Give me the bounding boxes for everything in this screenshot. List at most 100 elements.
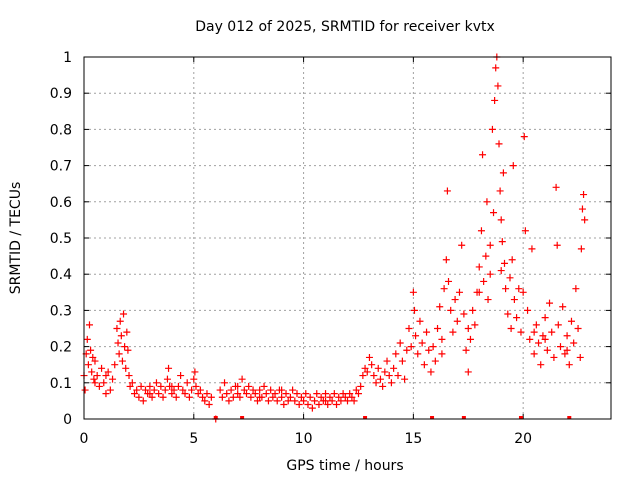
data-point bbox=[326, 393, 334, 401]
data-point bbox=[363, 368, 371, 376]
data-point bbox=[157, 382, 165, 390]
data-point bbox=[85, 321, 93, 329]
data-point bbox=[89, 353, 97, 361]
y-tick-label: 0.7 bbox=[50, 159, 72, 175]
data-point bbox=[183, 379, 191, 387]
data-point bbox=[475, 288, 483, 296]
grid bbox=[84, 57, 611, 419]
data-point bbox=[267, 386, 275, 394]
data-point bbox=[91, 379, 99, 387]
data-point bbox=[528, 245, 536, 253]
data-point bbox=[521, 227, 529, 235]
data-point bbox=[98, 364, 106, 372]
data-point bbox=[357, 382, 365, 390]
data-point bbox=[216, 386, 224, 394]
data-point bbox=[447, 306, 455, 314]
y-tick-label: 0.2 bbox=[50, 340, 72, 356]
data-point bbox=[498, 238, 506, 246]
data-point bbox=[201, 397, 209, 405]
data-point bbox=[370, 372, 378, 380]
x-tick-label: 5 bbox=[189, 431, 198, 447]
data-point bbox=[192, 382, 200, 390]
data-point bbox=[102, 372, 110, 380]
data-point bbox=[341, 393, 349, 401]
data-point bbox=[482, 252, 490, 260]
zero-marker bbox=[518, 416, 523, 419]
data-point bbox=[526, 335, 534, 343]
data-point bbox=[271, 390, 279, 398]
data-point bbox=[165, 364, 173, 372]
data-point bbox=[427, 368, 435, 376]
data-point bbox=[88, 368, 96, 376]
data-point bbox=[333, 401, 341, 409]
data-point bbox=[443, 187, 451, 195]
data-point bbox=[462, 346, 470, 354]
data-point bbox=[289, 386, 297, 394]
data-point bbox=[95, 382, 103, 390]
data-point bbox=[280, 401, 288, 409]
data-point bbox=[580, 191, 588, 199]
data-point bbox=[453, 317, 461, 325]
y-tick-label: 0.8 bbox=[50, 122, 72, 138]
data-point bbox=[330, 390, 338, 398]
data-point bbox=[91, 357, 99, 365]
y-tick-label: 1 bbox=[63, 50, 72, 66]
data-point bbox=[455, 288, 463, 296]
data-point bbox=[155, 390, 163, 398]
data-point bbox=[471, 321, 479, 329]
data-point bbox=[126, 382, 134, 390]
data-point bbox=[100, 379, 108, 387]
data-point bbox=[168, 382, 176, 390]
data-point bbox=[563, 346, 571, 354]
data-point bbox=[442, 256, 450, 264]
data-point bbox=[284, 397, 292, 405]
data-point bbox=[315, 401, 323, 409]
data-point bbox=[163, 375, 171, 383]
data-point bbox=[203, 390, 211, 398]
data-point bbox=[313, 390, 321, 398]
data-point bbox=[407, 343, 415, 351]
data-point bbox=[420, 361, 428, 369]
data-point bbox=[524, 306, 532, 314]
data-point bbox=[477, 227, 485, 235]
data-point bbox=[234, 390, 242, 398]
data-point bbox=[282, 390, 290, 398]
data-point bbox=[567, 317, 575, 325]
zero-marker bbox=[430, 416, 435, 419]
data-points bbox=[80, 53, 589, 423]
data-point bbox=[553, 241, 561, 249]
data-point bbox=[308, 404, 316, 412]
data-point bbox=[581, 216, 589, 224]
data-point bbox=[236, 393, 244, 401]
data-point bbox=[207, 393, 215, 401]
data-point bbox=[339, 390, 347, 398]
data-point bbox=[563, 332, 571, 340]
x-tick-label: 20 bbox=[514, 431, 532, 447]
plot-frame bbox=[83, 56, 612, 420]
data-point bbox=[469, 306, 477, 314]
data-point bbox=[458, 241, 466, 249]
data-point bbox=[106, 386, 114, 394]
data-point bbox=[502, 285, 510, 293]
data-point bbox=[251, 390, 259, 398]
data-point bbox=[102, 390, 110, 398]
data-point bbox=[515, 285, 523, 293]
data-point bbox=[497, 216, 505, 224]
data-point bbox=[559, 303, 567, 311]
data-point bbox=[438, 335, 446, 343]
data-point bbox=[322, 397, 330, 405]
data-point bbox=[141, 386, 149, 394]
data-point bbox=[253, 397, 261, 405]
data-point bbox=[445, 277, 453, 285]
data-point bbox=[247, 393, 255, 401]
data-point bbox=[242, 390, 250, 398]
y-tick-label: 0.1 bbox=[50, 376, 72, 392]
data-point bbox=[532, 321, 540, 329]
data-point bbox=[249, 386, 257, 394]
data-point bbox=[128, 379, 136, 387]
data-point bbox=[121, 343, 129, 351]
data-point bbox=[335, 393, 343, 401]
data-point bbox=[556, 343, 564, 351]
data-point bbox=[565, 361, 573, 369]
data-point bbox=[574, 325, 582, 332]
